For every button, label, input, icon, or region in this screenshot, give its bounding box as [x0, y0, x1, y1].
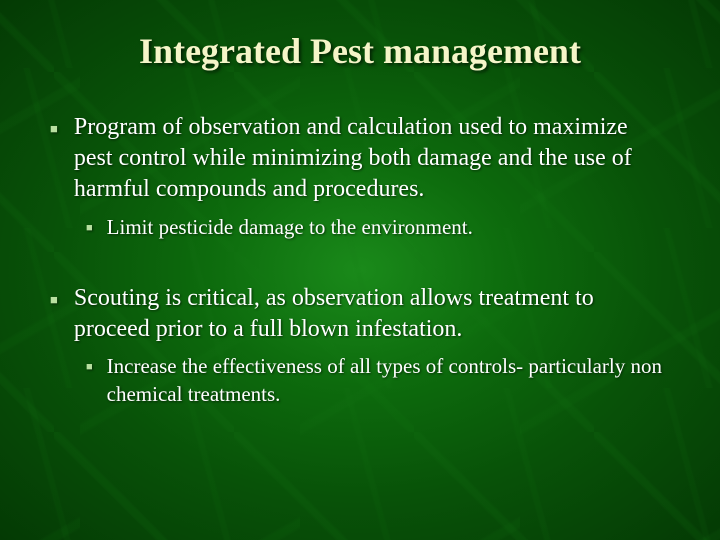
bullet-text: Program of observation and calculation u… — [74, 112, 670, 206]
list-item: ■ Limit pesticide damage to the environm… — [86, 214, 670, 241]
square-bullet-icon: ■ — [50, 292, 58, 308]
spacer — [50, 259, 670, 283]
list-item: ■ Scouting is critical, as observation a… — [50, 283, 670, 408]
square-bullet-icon: ■ — [86, 361, 93, 373]
square-bullet-icon: ■ — [50, 121, 58, 137]
bullet-text: Increase the effectiveness of all types … — [107, 353, 670, 408]
slide-title: Integrated Pest management — [50, 30, 670, 72]
bullet-text: Scouting is critical, as observation all… — [74, 283, 670, 345]
slide: Integrated Pest management ■ Program of … — [0, 0, 720, 540]
square-bullet-icon: ■ — [86, 222, 93, 234]
list-item: ■ Increase the effectiveness of all type… — [86, 353, 670, 408]
list-item: ■ Program of observation and calculation… — [50, 112, 670, 241]
sub-list: ■ Increase the effectiveness of all type… — [50, 353, 670, 408]
bullet-list: ■ Program of observation and calculation… — [50, 112, 670, 408]
bullet-text: Limit pesticide damage to the environmen… — [107, 214, 473, 241]
slide-content: ■ Program of observation and calculation… — [50, 112, 670, 408]
sub-list: ■ Limit pesticide damage to the environm… — [50, 214, 670, 241]
